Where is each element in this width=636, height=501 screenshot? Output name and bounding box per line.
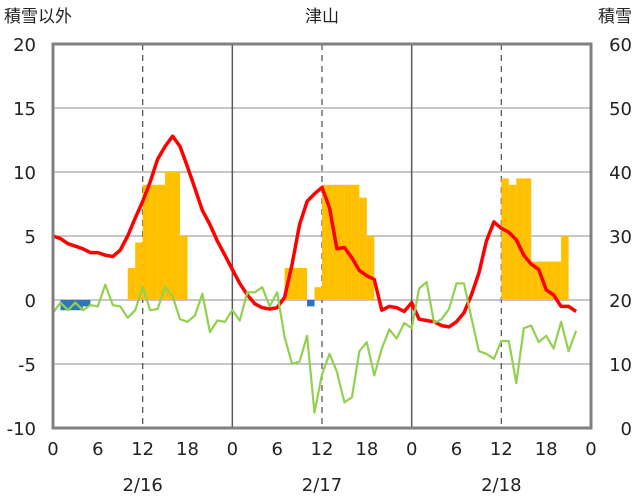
left-tick-label: 0: [25, 291, 36, 312]
left-axis-title: 積雪以外: [4, 7, 72, 27]
x-tick-label: 12: [131, 439, 154, 460]
snow-bar: [336, 184, 345, 300]
green-series-line: [52, 281, 578, 414]
left-tick-label: 5: [25, 227, 36, 248]
x-tick-label: 12: [490, 439, 513, 460]
date-label: 2/18: [481, 475, 521, 496]
snow-bar: [142, 184, 151, 300]
x-tick-label: 0: [585, 439, 596, 460]
snow-bar: [150, 184, 158, 300]
snow-bar: [157, 184, 166, 300]
x-tick-label: 12: [311, 439, 334, 460]
snow-bar: [292, 268, 300, 300]
snow-bar: [127, 268, 136, 300]
snow-bar: [516, 178, 524, 300]
snow-bar: [135, 242, 143, 300]
x-tick-label: 0: [227, 439, 238, 460]
x-tick-label: 18: [355, 439, 378, 460]
right-tick-label: 30: [609, 227, 632, 248]
date-label: 2/16: [122, 475, 162, 496]
snow-bar: [546, 261, 554, 300]
x-tick-label: 6: [92, 439, 103, 460]
snow-bar: [165, 172, 173, 300]
left-tick-label: 10: [13, 163, 36, 184]
right-tick-label: 60: [609, 35, 632, 56]
snow-bar: [561, 236, 569, 300]
snow-bar: [531, 261, 539, 300]
snow-bar: [523, 178, 532, 300]
x-tick-label: 0: [406, 439, 417, 460]
right-tick-label: 0: [621, 419, 632, 440]
x-tick-label: 18: [176, 439, 199, 460]
snow-bar: [508, 184, 517, 300]
snow-bar: [180, 236, 188, 300]
snow-bar: [329, 184, 337, 300]
plot-frame: [51, 42, 593, 430]
snow-bar: [366, 236, 375, 300]
x-tick-label: 18: [535, 439, 558, 460]
precip-bar: [307, 300, 315, 307]
snow-bar: [501, 178, 509, 300]
left-tick-label: 15: [13, 99, 36, 120]
date-label: 2/17: [302, 475, 342, 496]
snow-bar: [314, 287, 322, 300]
right-tick-label: 50: [609, 99, 632, 120]
right-tick-label: 20: [609, 291, 632, 312]
snow-bar: [351, 184, 360, 300]
left-tick-label: -10: [7, 419, 36, 440]
snow-bar: [322, 184, 330, 300]
precip-bar: [82, 300, 91, 307]
x-tick-label: 6: [451, 439, 462, 460]
chart-title: 津山: [305, 7, 339, 27]
right-tick-label: 40: [609, 163, 632, 184]
left-tick-label: -5: [18, 355, 36, 376]
snow-bar: [299, 268, 308, 300]
snow-bar: [359, 197, 367, 300]
left-tick-label: 20: [13, 35, 36, 56]
x-tick-label: 0: [47, 439, 58, 460]
snow-bar: [344, 184, 352, 300]
snow-bar: [172, 172, 181, 300]
snow-bar: [553, 261, 562, 300]
x-tick-label: 6: [271, 439, 282, 460]
red-series-line: [52, 134, 578, 329]
right-tick-label: 10: [609, 355, 632, 376]
right-axis-title: 積雪: [598, 7, 632, 27]
